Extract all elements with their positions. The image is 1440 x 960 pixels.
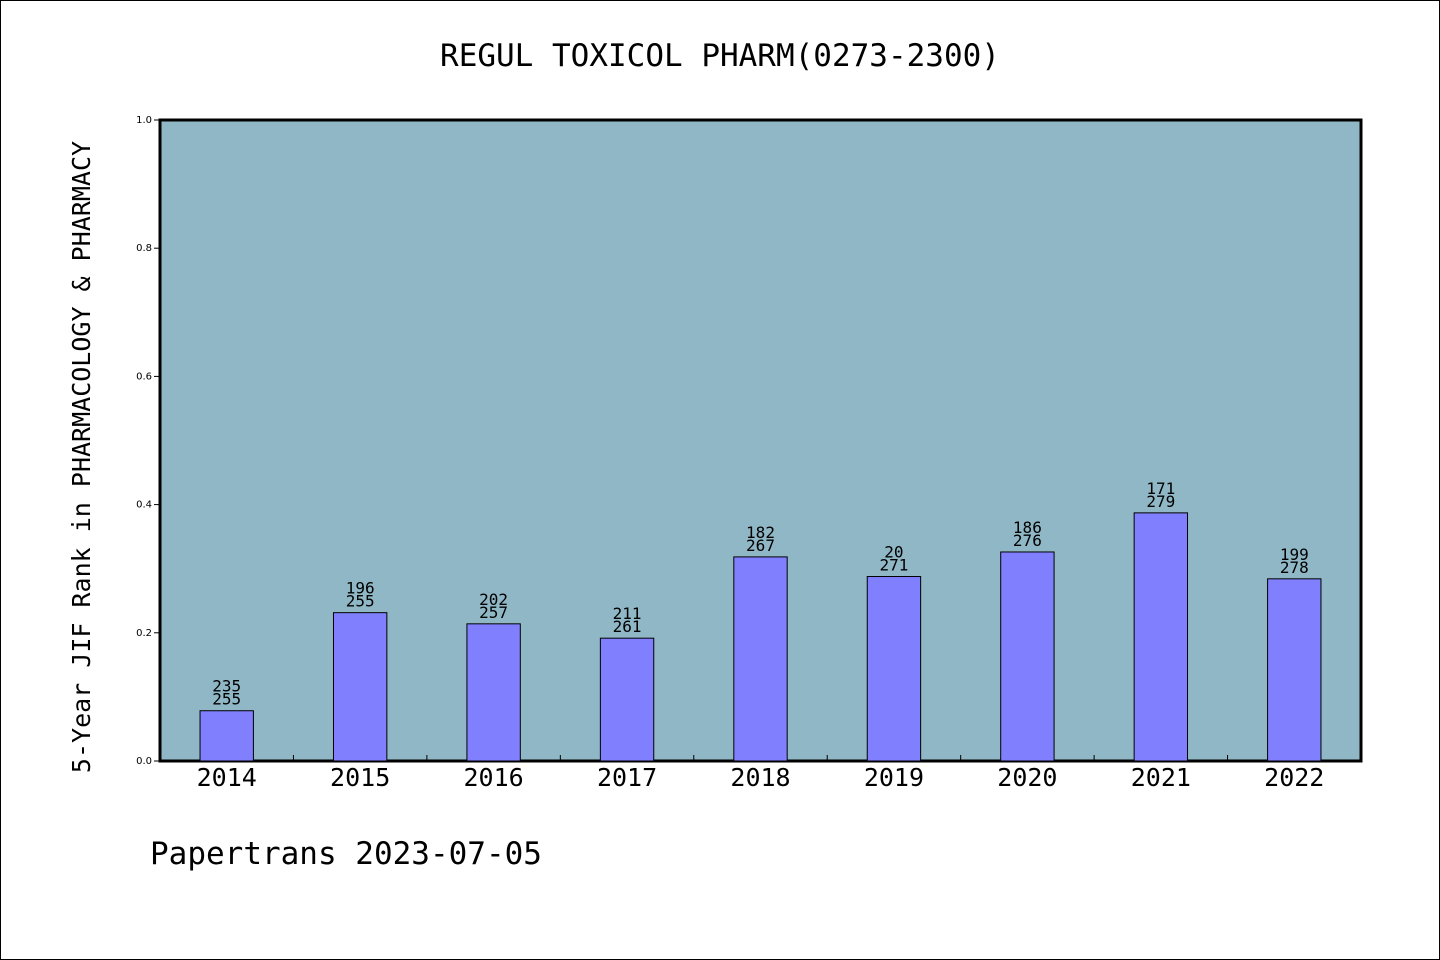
y-tick-label: 1.0 <box>136 115 152 126</box>
x-tick-label: 2017 <box>597 763 657 792</box>
bar-rank-label: 202 <box>479 590 508 609</box>
bar <box>599 637 655 762</box>
bar <box>733 556 788 762</box>
bar-rank-label: 199 <box>1280 545 1309 564</box>
y-axis-label: 5-Year JIF Rank in PHARMACOLOGY & PHARMA… <box>67 141 96 773</box>
bar-rank-label: 186 <box>1013 518 1042 537</box>
y-tick-label: 0.4 <box>136 500 152 511</box>
x-tick-label: 2016 <box>464 763 524 792</box>
bar-total-label: 278 <box>1280 558 1309 577</box>
chart-title: REGUL TOXICOL PHARM(0273-2300) <box>440 38 1000 74</box>
y-tick-label: 0.2 <box>136 628 152 639</box>
x-tick-label: 2021 <box>1131 763 1191 792</box>
bar-total-label: 267 <box>746 536 775 555</box>
x-axis-ticks: 2014 2015 2016 2017 2018 2019 2020 2021 2022 <box>197 755 1324 792</box>
bar <box>1267 578 1322 762</box>
y-tick-label: 0.6 <box>136 371 152 382</box>
bar-rank-label: 211 <box>613 604 642 623</box>
y-tick-label: 0.0 <box>136 756 152 767</box>
bar <box>199 710 254 762</box>
x-tick-label: 2015 <box>330 763 390 792</box>
x-tick-label: 2020 <box>997 763 1057 792</box>
bar-rank-label: 171 <box>1146 479 1175 498</box>
bar-total-label: 276 <box>1013 531 1042 550</box>
bar-total-label: 261 <box>613 617 642 636</box>
bar-total-label: 255 <box>212 690 241 709</box>
bar <box>332 612 388 762</box>
x-tick-label: 2014 <box>197 763 257 792</box>
bar-total-label: 279 <box>1146 492 1175 511</box>
bar-total-label: 255 <box>346 592 375 611</box>
x-tick-label: 2018 <box>730 763 790 792</box>
bar-rank-label: 20 <box>884 543 903 562</box>
bar-total-label: 271 <box>879 556 908 575</box>
bar <box>866 576 922 762</box>
x-tick-label: 2019 <box>864 763 924 792</box>
bar <box>1133 512 1189 762</box>
bar <box>466 623 521 762</box>
y-tick-label: 0.8 <box>136 243 152 254</box>
footer-text: Papertrans 2023-07-05 <box>150 836 542 872</box>
bar-total-label: 257 <box>479 603 508 622</box>
bar <box>1000 551 1055 762</box>
bar-rank-label: 235 <box>212 677 241 696</box>
bar-rank-label: 196 <box>346 579 375 598</box>
y-axis-ticks: 0.0 0.2 0.4 0.6 0.8 1.0 <box>136 115 160 767</box>
bar-rank-label: 182 <box>746 523 775 542</box>
x-tick-label: 2022 <box>1264 763 1324 792</box>
